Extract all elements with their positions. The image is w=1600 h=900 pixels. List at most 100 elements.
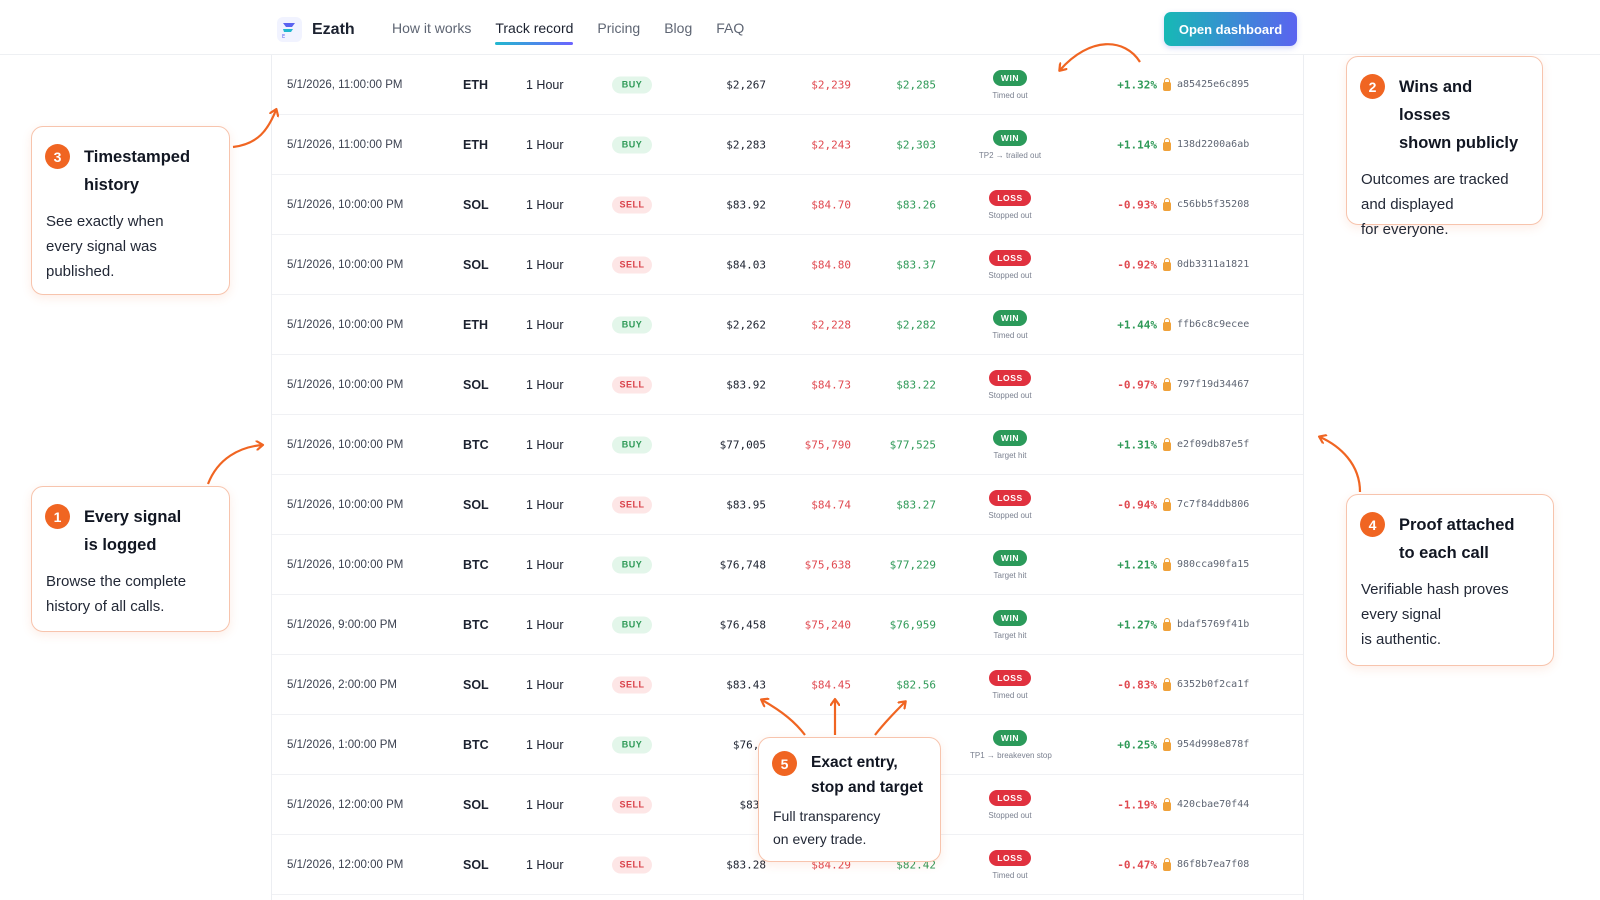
pnl-percent: +1.32% [1117,78,1157,91]
nav-link-blog[interactable]: Blog [664,20,693,36]
proof-hash[interactable]: e2f09db87e5f [1163,437,1249,451]
proof-hash[interactable]: bdaf5769f41b [1163,617,1249,631]
proof-hash[interactable]: 7c7f84ddb806 [1163,497,1250,511]
stop-price: $84.45 [811,678,851,691]
signal-timeframe: 1 Hour [526,497,564,512]
arrow-timestamped-history [232,110,276,149]
proof-hash[interactable]: 797f19d34467 [1163,377,1249,391]
nav-link-track-record[interactable]: Track record [495,20,574,45]
result-cell: LOSS Timed out [970,849,1050,880]
callout-title: Proof attached to each call [1399,511,1539,567]
table-row[interactable]: 5/1/2026, 10:00:00 PM SOL 1 Hour SELL $83.92… [272,175,1303,235]
proof-hash[interactable]: 6352b0f2ca1f [1163,677,1249,691]
pnl-percent: -0.97% [1117,378,1157,391]
signal-asset: BTC [463,617,489,632]
arrow-every-signal [206,445,262,485]
table-row[interactable]: 5/1/2026, 11:00:00 PM ETH 1 Hour BUY $2,283 $… [272,115,1303,175]
table-row[interactable]: 5/1/2026, 10:00:00 PM BTC 1 Hour BUY $76,748… [272,535,1303,595]
table-row[interactable]: 5/1/2026, 10:00:00 PM SOL 1 Hour SELL $83.95… [272,475,1303,535]
side-badge: SELL [612,256,652,273]
nav-link-pricing[interactable]: Pricing [597,20,641,36]
callout-every-signal-logged: 1 Every signal is logged Browse the comp… [31,486,230,632]
lock-icon [1163,257,1171,271]
proof-hash-value: 7c7f84ddb806 [1177,499,1250,510]
signal-timeframe: 1 Hour [526,677,564,692]
result-cell: WIN Target hit [970,429,1050,460]
target-price: $76,959 [889,618,936,631]
brand[interactable]: E Ezath [277,17,355,42]
proof-hash[interactable]: 138d2200a6ab [1163,137,1249,151]
result-cell: LOSS Stopped out [970,369,1050,400]
pnl-percent: -0.93% [1117,198,1157,211]
signal-side-cell: SELL [612,856,652,873]
lock-icon [1163,77,1171,91]
callout-number-badge: 3 [45,144,70,169]
brand-logo-letter: E [282,34,285,39]
callout-exact-entry-stop-target: 5 Exact entry, stop and target Full tran… [758,737,941,862]
proof-hash-value: c56bb5f35208 [1177,199,1250,210]
side-badge: BUY [612,316,652,333]
signal-asset: ETH [463,77,488,92]
result-cell: LOSS Stopped out [970,789,1050,820]
signal-asset: BTC [463,737,489,752]
pnl-percent: +0.25% [1117,738,1157,751]
table-row[interactable]: 5/1/2026, 2:00:00 PM SOL 1 Hour SELL $83.43 $… [272,655,1303,715]
proof-hash[interactable]: 980cca90fa15 [1163,557,1249,571]
callout-proof-attached: 4 Proof attached to each call Verifiable… [1346,494,1554,666]
target-price: $2,285 [896,78,936,91]
result-note: Stopped out [988,210,1032,220]
result-note: TP1 → breakeven stop [970,750,1052,760]
proof-hash[interactable]: ffb6c8c9ecee [1163,317,1249,331]
side-badge: SELL [612,856,652,873]
proof-hash[interactable]: 954d998e878f [1163,737,1250,751]
signal-timeframe: 1 Hour [526,737,564,752]
table-row[interactable]: 5/1/2026, 10:00:00 PM SOL 1 Hour SELL $83.92… [272,355,1303,415]
target-price: $2,282 [896,318,936,331]
result-badge: LOSS [989,789,1031,806]
table-row[interactable]: 5/1/2026, 10:00:00 PM SOL 1 Hour SELL $84.03… [272,235,1303,295]
pnl-percent: +1.44% [1117,318,1157,331]
signal-timeframe: 1 Hour [526,137,564,152]
result-badge: LOSS [989,489,1031,506]
proof-hash[interactable]: 86f8b7ea7f08 [1163,857,1249,871]
signal-timestamp: 5/1/2026, 10:00:00 PM [287,438,404,451]
proof-hash[interactable]: c56bb5f35208 [1163,197,1250,211]
target-price: $77,525 [889,438,936,451]
signal-timeframe: 1 Hour [526,797,564,812]
signal-asset: SOL [463,797,489,812]
open-dashboard-button[interactable]: Open dashboard [1164,12,1297,46]
nav-link-how-it-works[interactable]: How it works [392,20,472,36]
side-badge: SELL [612,496,652,513]
signal-asset: SOL [463,677,489,692]
brand-name: Ezath [312,20,355,38]
signal-timestamp: 5/1/2026, 9:00:00 PM [287,618,397,631]
result-badge: WIN [992,729,1028,746]
table-row[interactable]: 5/1/2026, 10:00:00 PM BTC 1 Hour BUY $77,005… [272,415,1303,475]
result-badge: WIN [992,429,1028,446]
table-row[interactable]: 5/1/2026, 9:00:00 PM BTC 1 Hour BUY $76,458 $… [272,595,1303,655]
callout-title: Every signal is logged [84,503,215,559]
signal-asset: SOL [463,497,489,512]
callout-title-line: Timestamped [84,148,191,166]
callout-title-line: is logged [84,536,157,554]
nav-link-faq[interactable]: FAQ [716,20,745,36]
callout-title-line: Wins and losses [1399,78,1473,124]
proof-hash[interactable]: 420cbae70f44 [1163,797,1249,811]
lock-icon [1163,857,1171,871]
callout-body-line: history of all calls. [46,598,165,615]
callout-body: Verifiable hash proves every signal is a… [1361,577,1539,652]
table-row[interactable]: 5/1/2026, 10:00:00 PM ETH 1 Hour BUY $2,262 $… [272,295,1303,355]
result-cell: WIN Timed out [970,69,1050,100]
signal-asset: ETH [463,317,488,332]
side-badge: BUY [612,556,652,573]
table-row[interactable]: 5/1/2026, 11:00:00 PM ETH 1 Hour BUY $2,267 $… [272,55,1303,115]
entry-price: $76,6 [732,738,766,751]
result-note: Stopped out [988,390,1032,400]
stop-price: $84.80 [811,258,851,271]
proof-hash[interactable]: 0db3311a1821 [1163,257,1249,271]
proof-hash[interactable]: a85425e6c895 [1163,77,1249,91]
lock-icon [1163,317,1171,331]
signal-timeframe: 1 Hour [526,857,564,872]
callout-title: Timestamped history [84,143,215,199]
proof-hash-value: 954d998e878f [1177,739,1250,750]
